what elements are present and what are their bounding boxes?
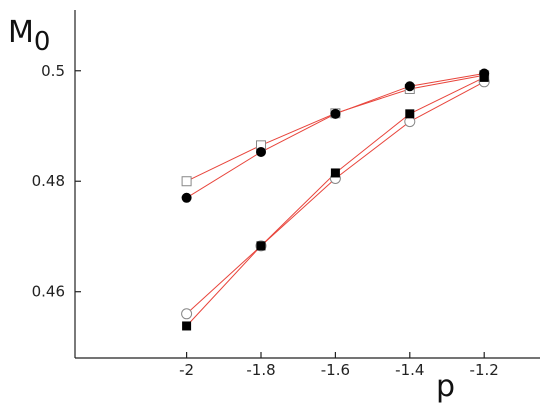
y-axis-title-main: M — [8, 15, 34, 50]
series-markers — [181, 68, 490, 331]
y-tick-label: 0.46 — [32, 283, 65, 301]
x-tick-label: -1.4 — [395, 361, 424, 379]
x-axis-title: p — [436, 369, 455, 404]
y-tick-label: 0.5 — [41, 62, 65, 80]
y-tick-label: 0.48 — [32, 172, 65, 190]
x-tick-label: -1.8 — [246, 361, 275, 379]
x-tick-label: -1.2 — [470, 361, 499, 379]
series-line-1 — [186, 74, 485, 182]
data-point-filled-circle — [256, 146, 266, 157]
y-axis-title-subscript: 0 — [34, 27, 51, 57]
x-tick-label: -2 — [179, 361, 194, 379]
y-axis-title: M0 — [8, 15, 50, 57]
ticks: -2 -1.8 -1.6 -1.4 -1.2 0.46 0.48 0.5 — [32, 62, 499, 379]
data-point-open-square — [181, 176, 192, 187]
data-point-filled-square — [405, 109, 415, 119]
data-point-filled-circle — [330, 108, 341, 119]
x-tick-label: -1.6 — [321, 361, 350, 379]
data-point-filled-square — [256, 241, 266, 251]
data-point-filled-square — [182, 321, 192, 331]
data-point-filled-circle — [181, 192, 192, 203]
data-point-filled-square — [330, 168, 340, 178]
axes — [74, 10, 540, 359]
data-point-open-circle — [181, 308, 193, 320]
data-point-filled-circle — [404, 81, 415, 92]
data-point-filled-square — [479, 72, 489, 82]
